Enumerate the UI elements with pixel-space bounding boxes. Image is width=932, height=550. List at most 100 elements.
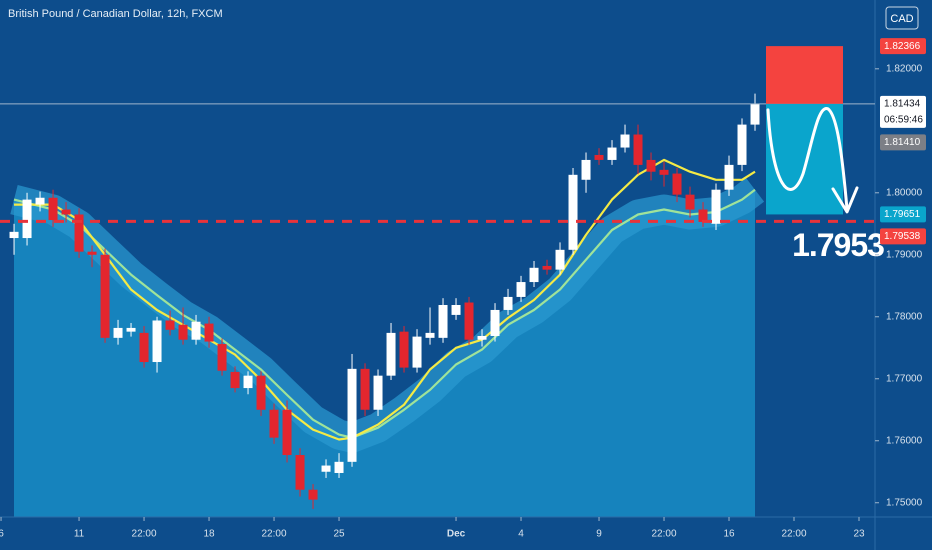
candle-body bbox=[490, 309, 500, 336]
candle-body bbox=[451, 304, 461, 315]
y-tick-label: 1.76000 bbox=[886, 435, 923, 446]
moving-average-line bbox=[14, 158, 756, 441]
candle-body bbox=[22, 199, 32, 239]
candle-body bbox=[711, 189, 721, 224]
candle-body bbox=[685, 194, 695, 210]
drawn-arrow-head bbox=[831, 186, 859, 214]
support-price-tag: 1.79538 bbox=[884, 231, 921, 242]
candle-body bbox=[412, 336, 422, 368]
candle-body bbox=[646, 159, 656, 172]
candle-body bbox=[230, 371, 240, 389]
candle-body bbox=[542, 265, 552, 270]
candle-body bbox=[477, 335, 487, 340]
band-area bbox=[14, 189, 755, 517]
x-tick-label: 11 bbox=[74, 529, 85, 540]
stop-zone bbox=[766, 46, 843, 104]
candle-body bbox=[633, 134, 643, 165]
candle-body bbox=[373, 375, 383, 410]
target-price-tag: 1.79651 bbox=[884, 209, 921, 220]
x-tick-label: 9 bbox=[596, 529, 602, 540]
candle-body bbox=[9, 231, 19, 239]
candle-body bbox=[87, 251, 97, 255]
candle-body bbox=[204, 323, 214, 342]
candle-body bbox=[698, 209, 708, 222]
candle-body bbox=[737, 124, 747, 165]
countdown: 06:59:46 bbox=[884, 115, 923, 126]
last-price-tag: 1.81434 bbox=[884, 99, 921, 110]
candle-body bbox=[516, 282, 526, 297]
candle-body bbox=[282, 409, 292, 456]
candle-body bbox=[178, 324, 188, 340]
candle-body bbox=[594, 154, 604, 160]
candle-body bbox=[74, 214, 84, 252]
last-price-tag-bg bbox=[880, 95, 926, 128]
candle-body bbox=[61, 209, 71, 215]
candle-body bbox=[464, 302, 474, 340]
candle-body bbox=[503, 296, 513, 310]
x-tick-label: 16 bbox=[723, 529, 735, 540]
support-price-tag-bg bbox=[880, 228, 926, 245]
candle-body bbox=[191, 321, 201, 340]
x-tick-label: 22:00 bbox=[652, 529, 677, 540]
candle-body bbox=[165, 320, 175, 330]
candle-body bbox=[568, 174, 578, 250]
stop-price-tag-bg bbox=[880, 38, 926, 55]
annotation: 1.7953 bbox=[792, 227, 884, 263]
y-tick-label: 1.82000 bbox=[886, 63, 923, 74]
candle-body bbox=[243, 375, 253, 389]
candle-body bbox=[347, 368, 357, 462]
candle-body bbox=[217, 344, 227, 371]
x-tick-label: 22:00 bbox=[132, 529, 157, 540]
candle-body bbox=[308, 489, 318, 500]
stop-price-tag: 1.82366 bbox=[884, 41, 921, 52]
drawn-curve bbox=[766, 107, 849, 211]
plot-area bbox=[9, 93, 765, 517]
moving-average-line bbox=[13, 188, 756, 439]
x-tick-label: 4 bbox=[518, 529, 524, 540]
candle-body bbox=[399, 331, 409, 368]
candle-body bbox=[529, 267, 539, 283]
candle-body bbox=[607, 147, 617, 160]
currency-label[interactable]: CAD bbox=[890, 13, 913, 25]
candle-body bbox=[386, 332, 396, 376]
y-tick-label: 1.78000 bbox=[886, 311, 923, 322]
currency-button[interactable] bbox=[885, 6, 919, 30]
reference-price-tag: 1.81410 bbox=[884, 137, 921, 148]
candle-body bbox=[139, 332, 149, 363]
chart-title: British Pound / Canadian Dollar, 12h, FX… bbox=[8, 8, 223, 20]
candle-body bbox=[334, 461, 344, 473]
candle-body bbox=[126, 327, 136, 332]
target-zone bbox=[766, 103, 843, 215]
candle-body bbox=[113, 327, 123, 338]
target-price-tag-bg bbox=[880, 206, 926, 223]
candle-body bbox=[438, 304, 448, 338]
candle-body bbox=[48, 197, 58, 221]
candle-body bbox=[360, 368, 370, 410]
reference-price-tag-bg bbox=[880, 134, 926, 151]
y-tick-label: 1.75000 bbox=[886, 497, 923, 508]
candle-body bbox=[256, 375, 266, 410]
candle-body bbox=[152, 320, 162, 363]
y-tick-label: 1.80000 bbox=[886, 187, 923, 198]
x-tick-label: 22:00 bbox=[781, 529, 806, 540]
candle-body bbox=[321, 465, 331, 472]
candle-body bbox=[750, 103, 760, 125]
x-tick-label: 18 bbox=[203, 529, 215, 540]
candle-body bbox=[672, 173, 682, 195]
x-tick-label: Dec bbox=[447, 529, 466, 540]
x-tick-label: 23 bbox=[853, 529, 865, 540]
candle-body bbox=[555, 249, 565, 270]
candle-body bbox=[269, 409, 279, 438]
candle-body bbox=[295, 455, 305, 490]
candle-body bbox=[659, 169, 669, 175]
candle-body bbox=[425, 332, 435, 338]
y-tick-label: 1.79000 bbox=[886, 249, 923, 260]
x-tick-label: 25 bbox=[333, 529, 345, 540]
candle-body bbox=[35, 197, 45, 205]
x-tick-label: 6 bbox=[0, 529, 4, 540]
candle-body bbox=[724, 164, 734, 190]
candle-body bbox=[620, 134, 630, 148]
x-tick-label: 22:00 bbox=[262, 529, 287, 540]
y-tick-label: 1.77000 bbox=[886, 373, 923, 384]
